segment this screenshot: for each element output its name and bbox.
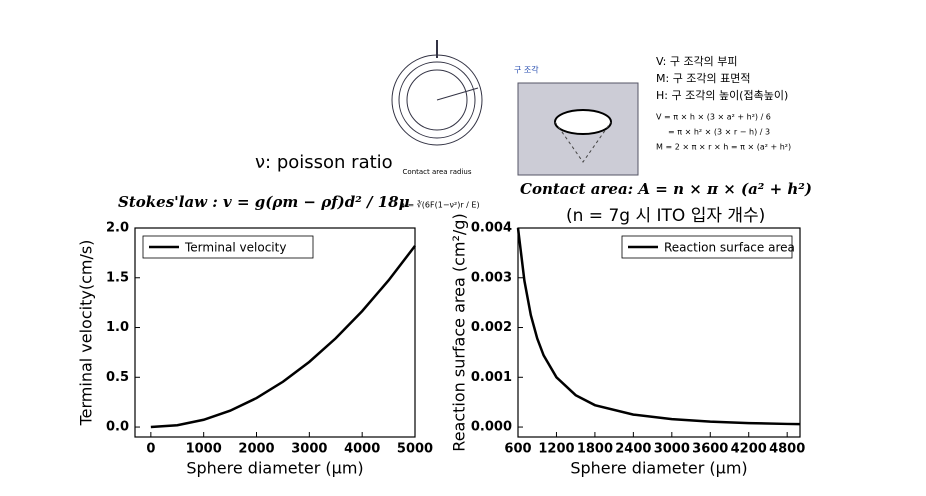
formula: = π × h² × (3 × r − h) / 3 <box>668 128 770 137</box>
x-axis-label: Sphere diameter (μm) <box>570 459 747 478</box>
y-tick-label: 0.003 <box>471 270 512 285</box>
y-tick-label: 0.002 <box>471 320 512 335</box>
x-tick-label: 1800 <box>577 442 613 457</box>
y-tick-label: 1.5 <box>106 270 129 285</box>
legend-box <box>142 235 314 259</box>
y-axis-label: Reaction surface area (cm²/g) <box>450 213 469 451</box>
definition: V: 구 조각의 부피 <box>656 55 738 68</box>
x-tick-label: 600 <box>504 442 531 457</box>
formula: V = π × h × (3 × a² + h²) / 6 <box>656 113 771 122</box>
piece-lines <box>554 121 612 163</box>
x-tick-label: 4200 <box>731 442 767 457</box>
x-tick-label: 1200 <box>538 442 574 457</box>
y-tick-label: 0.0 <box>106 420 129 435</box>
label: 구 조각 <box>514 65 539 75</box>
definition: H: 구 조각의 높이(접촉높이) <box>656 89 788 102</box>
y-tick-label: 0.5 <box>106 370 129 385</box>
y-tick-label: 0.001 <box>471 370 512 385</box>
y-tick-label: 2.0 <box>106 221 129 236</box>
definition: M: 구 조각의 표면적 <box>656 72 751 85</box>
y-tick-label: 0.004 <box>471 221 512 236</box>
sphere-diagram <box>391 40 483 146</box>
data-line <box>516 227 801 426</box>
x-tick-label: 3600 <box>692 442 728 457</box>
x-tick-label: 5000 <box>397 442 433 457</box>
legend-label: Terminal velocity <box>184 241 286 255</box>
x-axis-label: Sphere diameter (μm) <box>186 459 363 478</box>
legend-box <box>621 235 793 259</box>
x-tick-label: 3000 <box>654 442 690 457</box>
caption: Contact area radius <box>403 168 472 176</box>
piece-shape <box>554 109 612 135</box>
plot-frame <box>134 227 416 438</box>
plot-frame <box>517 227 801 438</box>
x-tick-label: 4800 <box>769 442 805 457</box>
x-tick-label: 4000 <box>344 442 380 457</box>
annotation: (n = 7g 시 ITO 입자 개수) <box>566 206 765 226</box>
legend-label: Reaction surface area <box>664 241 795 255</box>
annotation: ν: poisson ratio <box>255 152 393 173</box>
formula: Stokes'law : v = g(ρm − ρf)d² / 18μ <box>118 193 410 211</box>
formula: M = 2 × π × r × h = π × (a² + h²) <box>656 143 791 152</box>
y-tick-label: 1.0 <box>106 320 129 335</box>
x-tick-label: 2000 <box>238 442 274 457</box>
x-tick-label: 2400 <box>615 442 651 457</box>
formula: Contact area: A = n × π × (a² + h²) <box>520 180 812 198</box>
y-axis-label: Terminal velocity(cm/s) <box>77 240 96 427</box>
y-tick-label: 0.000 <box>471 420 512 435</box>
data-line <box>150 245 416 429</box>
formula: a = ∛(6F(1−ν²)r / E) <box>400 200 480 210</box>
x-tick-label: 1000 <box>186 442 222 457</box>
x-tick-label: 0 <box>146 442 155 457</box>
x-tick-label: 3000 <box>291 442 327 457</box>
